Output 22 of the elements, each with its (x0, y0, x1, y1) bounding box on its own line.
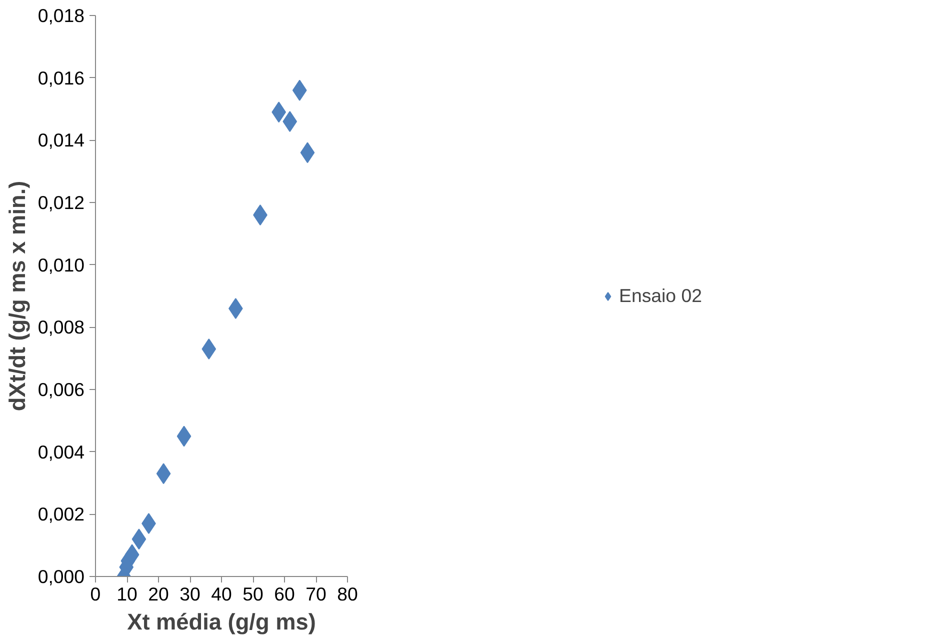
x-tick-label: 80 (337, 584, 358, 604)
x-tick-label: 0 (90, 584, 101, 604)
y-tick-label: 0,016 (38, 67, 84, 88)
x-tick-label: 70 (306, 584, 326, 604)
y-tick-label: 0,002 (38, 504, 84, 525)
y-tick-label: 0,006 (38, 379, 84, 400)
y-tick-label: 0,014 (38, 130, 84, 151)
legend-label: Ensaio 02 (619, 284, 702, 306)
x-tick-label: 60 (274, 584, 295, 604)
y-tick-label: 0,000 (38, 566, 84, 587)
y-tick-label: 0,010 (38, 254, 84, 276)
y-tick-label: 0,018 (38, 5, 84, 26)
x-tick-label: 40 (211, 584, 232, 604)
x-tick-label: 30 (180, 584, 200, 604)
x-tick-label: 50 (242, 584, 264, 604)
y-tick-label: 0,004 (38, 441, 84, 462)
x-tick-label: 10 (116, 584, 138, 604)
y-axis-title: dXt/dt (g/g ms x min.) (4, 180, 30, 412)
y-tick-label: 0,008 (38, 316, 84, 338)
x-axis-title: Xt média (g/g ms) (127, 608, 316, 634)
y-tick-label: 0,012 (38, 192, 84, 213)
x-tick-label: 20 (148, 584, 169, 604)
